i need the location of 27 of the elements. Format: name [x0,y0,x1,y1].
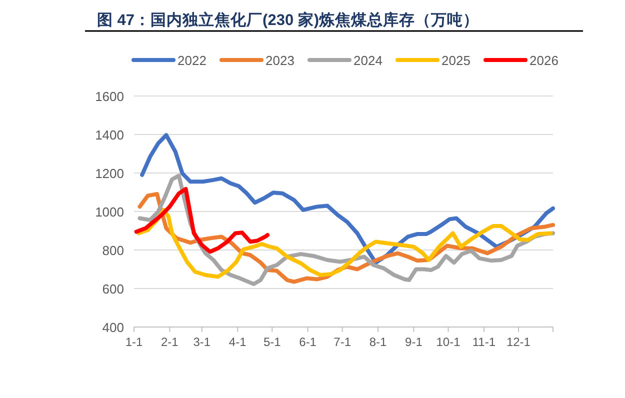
y-tick-label: 600 [102,282,124,296]
y-tick-label: 1600 [95,89,124,104]
y-tick-label: 800 [102,243,124,258]
legend-label: 2022 [178,53,206,68]
x-tick-label: 1-1 [125,335,143,349]
x-tick-label: 9-1 [405,335,423,349]
x-tick-label: 7-1 [334,335,352,349]
y-tick-label: 400 [102,320,124,335]
line-series [136,208,553,279]
x-tick-label: 5-1 [263,335,282,349]
chart-title: 图 47：国内独立焦化厂(230 家)炼焦煤总库存（万吨） [97,10,480,29]
legend-label: 2026 [530,53,558,68]
x-tick-label: 12-1 [506,335,531,349]
x-tick-label: 8-1 [369,335,388,349]
line-series [134,186,270,254]
legend-label: 2023 [266,53,294,68]
y-tick-label: 1400 [95,128,124,142]
x-tick-label: 11-1 [472,335,496,349]
x-tick-label: 3-1 [193,335,211,349]
x-tick-label: 4-1 [228,335,247,349]
y-tick-label: 1000 [95,204,124,220]
x-tick-label: 2-1 [161,335,179,349]
x-tick-label: 10-1 [436,335,461,349]
x-tick-label: 6-1 [299,335,317,349]
legend-label: 2024 [354,53,382,68]
y-tick-label: 1200 [95,166,124,181]
legend-label: 2025 [442,53,470,68]
